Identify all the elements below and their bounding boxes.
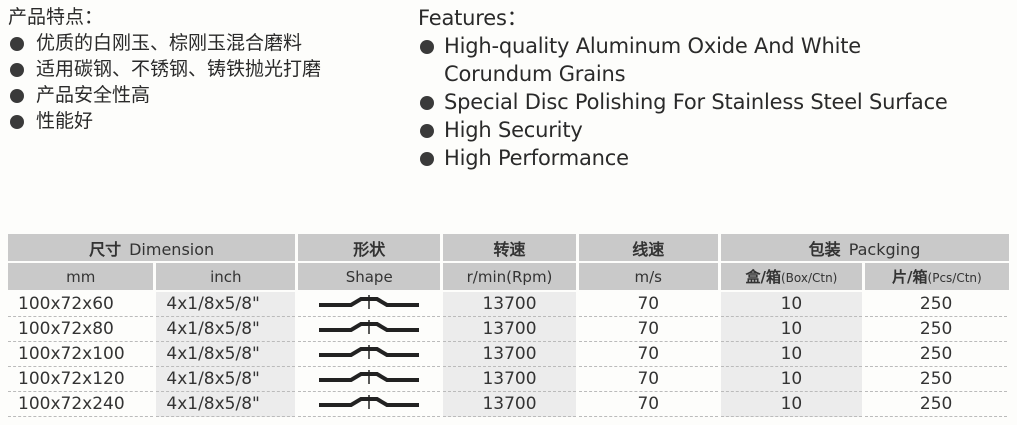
cell-ms: 70 — [577, 391, 721, 417]
cell-box: 10 — [719, 316, 866, 342]
bullet-icon — [420, 152, 434, 166]
cell-pcs: 250 — [863, 291, 1010, 317]
header-speed-en: r/min(Rpm) — [441, 262, 579, 292]
cell-ms: 70 — [577, 291, 721, 317]
item-text: 产品安全性高 — [36, 84, 151, 106]
item-text: High Security — [444, 118, 583, 142]
header-pcs: 片/箱(Pcs/Ctn) — [863, 262, 1009, 292]
cell-ms: 70 — [577, 316, 721, 342]
cell-rpm: 13700 — [441, 291, 579, 317]
cell-mm: 100x72x100 — [8, 341, 157, 367]
cell-mm: 100x72x80 — [8, 316, 157, 342]
cell-box: 10 — [719, 341, 866, 367]
shape-icon — [296, 391, 444, 417]
cell-pcs: 250 — [863, 366, 1010, 392]
item-continuation: Corundum Grains — [444, 62, 626, 86]
bullet-icon — [420, 96, 434, 110]
item-text: 优质的白刚玉、棕刚玉混合磨料 — [36, 32, 303, 54]
bullet-icon — [10, 63, 24, 77]
bullet-icon — [420, 40, 434, 54]
cell-inch: 4x1/8x5/8" — [154, 366, 299, 392]
features-cn: 产品特点： 优质的白刚玉、棕刚玉混合磨料 适用碳钢、不锈钢、铸铁抛光打磨 产品安… — [8, 4, 321, 134]
bullet-icon — [10, 89, 24, 103]
header-shape-en: Shape — [296, 262, 444, 292]
cell-ms: 70 — [577, 366, 721, 392]
list-item: 性能好 — [8, 108, 321, 134]
cell-rpm: 13700 — [441, 366, 579, 392]
list-item: High-quality Aluminum Oxide And White — [418, 32, 948, 60]
bullet-icon — [10, 115, 24, 129]
shape-icon — [296, 366, 444, 392]
cell-rpm: 13700 — [441, 316, 579, 342]
features-cn-title: 产品特点： — [8, 6, 104, 28]
header-speed-cn: 转速 — [441, 234, 579, 263]
item-text: Special Disc Polishing For Stainless Ste… — [444, 90, 948, 114]
header-linear-en: m/s — [577, 262, 721, 292]
header-linear-cn: 线速 — [577, 234, 721, 263]
list-item: Special Disc Polishing For Stainless Ste… — [418, 88, 948, 116]
shape-icon — [296, 341, 444, 367]
features-en-title: Features： — [418, 6, 528, 30]
item-text: High-quality Aluminum Oxide And White — [444, 34, 861, 58]
table-row: 100x72x120 4x1/8x5/8" 13700 70 10 250 — [8, 366, 1010, 392]
cell-ms: 70 — [577, 341, 721, 367]
cell-box: 10 — [719, 391, 866, 417]
header-inch: inch — [154, 262, 299, 292]
spec-table: 尺寸 Dimension 形状 转速 线速 包装 Packging mm inch … — [8, 234, 1010, 417]
cell-pcs: 250 — [863, 316, 1010, 342]
shape-icon — [296, 316, 444, 342]
cell-inch: 4x1/8x5/8" — [154, 316, 299, 342]
list-item: 产品安全性高 — [8, 82, 321, 108]
bullet-icon — [420, 124, 434, 138]
cell-inch: 4x1/8x5/8" — [154, 291, 299, 317]
cell-inch: 4x1/8x5/8" — [154, 391, 299, 417]
header-packing: 包装 Packging — [719, 234, 1009, 263]
cell-box: 10 — [719, 366, 866, 392]
cell-pcs: 250 — [863, 341, 1010, 367]
item-text: 性能好 — [36, 110, 94, 132]
list-item: 优质的白刚玉、棕刚玉混合磨料 — [8, 30, 321, 56]
item-text: High Performance — [444, 146, 629, 170]
bullet-icon — [10, 37, 24, 51]
cell-rpm: 13700 — [441, 391, 579, 417]
cell-mm: 100x72x120 — [8, 366, 157, 392]
features-en: Features： High-quality Aluminum Oxide An… — [418, 4, 948, 172]
cell-rpm: 13700 — [441, 341, 579, 367]
item-text: 适用碳钢、不锈钢、铸铁抛光打磨 — [36, 58, 322, 80]
header-box: 盒/箱(Box/Ctn) — [719, 262, 866, 292]
cell-pcs: 250 — [863, 391, 1010, 417]
header-shape-cn: 形状 — [296, 234, 444, 263]
list-item: 适用碳钢、不锈钢、铸铁抛光打磨 — [8, 56, 321, 82]
list-item: High Security — [418, 116, 948, 144]
cell-box: 10 — [719, 291, 866, 317]
header-mm: mm — [8, 262, 157, 292]
header-dimension: 尺寸 Dimension — [8, 234, 299, 263]
table-row: 100x72x60 4x1/8x5/8" 13700 70 10 250 — [8, 291, 1010, 317]
table-row: 100x72x100 4x1/8x5/8" 13700 70 10 250 — [8, 341, 1010, 367]
cell-mm: 100x72x60 — [8, 291, 157, 317]
cell-inch: 4x1/8x5/8" — [154, 341, 299, 367]
shape-icon — [296, 291, 444, 317]
list-item: High Performance — [418, 144, 948, 172]
cell-mm: 100x72x240 — [8, 391, 157, 417]
table-row: 100x72x80 4x1/8x5/8" 13700 70 10 250 — [8, 316, 1010, 342]
table-row: 100x72x240 4x1/8x5/8" 13700 70 10 250 — [8, 391, 1010, 417]
